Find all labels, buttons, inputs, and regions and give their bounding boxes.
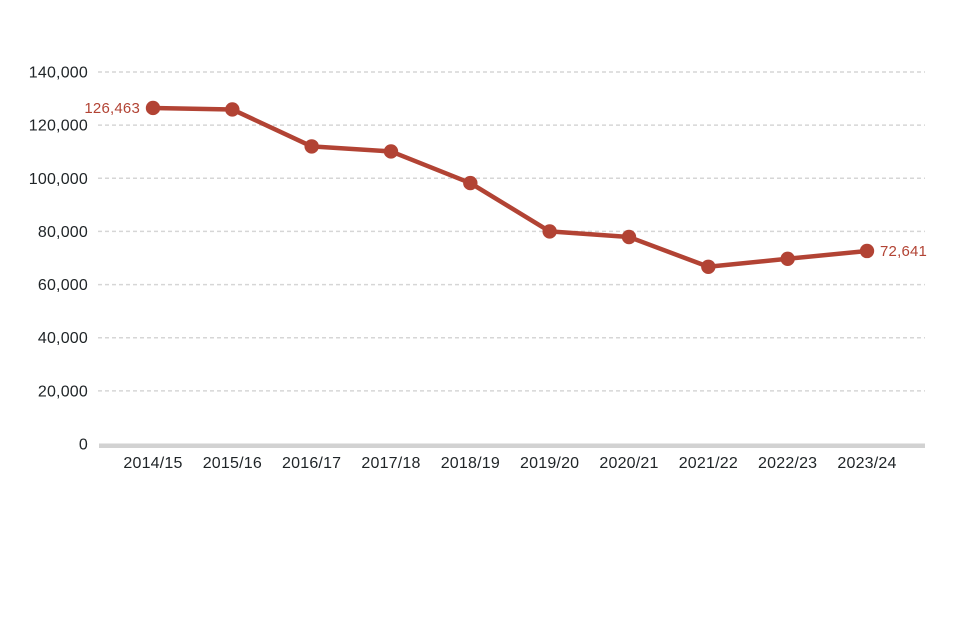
x-axis-tick-label: 2020/21 <box>599 455 658 472</box>
y-axis-tick-label: 80,000 <box>38 224 88 241</box>
first-point-value-label: 126,463 <box>84 100 140 117</box>
x-axis-tick-label: 2016/17 <box>282 455 341 472</box>
x-axis-tick-label: 2019/20 <box>520 455 579 472</box>
data-point-marker <box>542 224 557 239</box>
data-point-marker <box>225 102 240 117</box>
data-point-marker <box>304 139 319 154</box>
data-point-marker <box>701 259 716 274</box>
data-point-marker <box>780 251 795 266</box>
x-axis-tick-label: 2022/23 <box>758 455 817 472</box>
y-axis-tick-label: 20,000 <box>38 383 88 400</box>
data-point-marker <box>463 175 478 191</box>
data-point-marker <box>145 100 161 116</box>
data-point-marker <box>621 229 637 245</box>
data-point-marker <box>383 144 399 159</box>
y-axis-tick-label: 120,000 <box>29 118 88 135</box>
x-axis-tick-label: 2023/24 <box>837 455 896 472</box>
y-axis-tick-label: 100,000 <box>29 171 88 188</box>
x-axis-line <box>99 443 925 448</box>
y-axis-tick-label: 60,000 <box>38 277 88 294</box>
x-axis-tick-label: 2017/18 <box>361 455 420 472</box>
data-line <box>150 105 870 270</box>
y-axis-tick-label: 0 <box>79 437 88 454</box>
last-point-value-label: 72,641 <box>880 243 927 260</box>
x-axis-tick-label: 2021/22 <box>679 455 738 472</box>
x-axis-tick-label: 2015/16 <box>203 455 262 472</box>
y-axis-tick-label: 40,000 <box>38 330 88 347</box>
data-point-marker <box>859 243 875 259</box>
x-axis-tick-label: 2014/15 <box>123 455 182 472</box>
y-axis-tick-label: 140,000 <box>29 65 88 82</box>
x-axis-tick-label: 2018/19 <box>441 455 500 472</box>
